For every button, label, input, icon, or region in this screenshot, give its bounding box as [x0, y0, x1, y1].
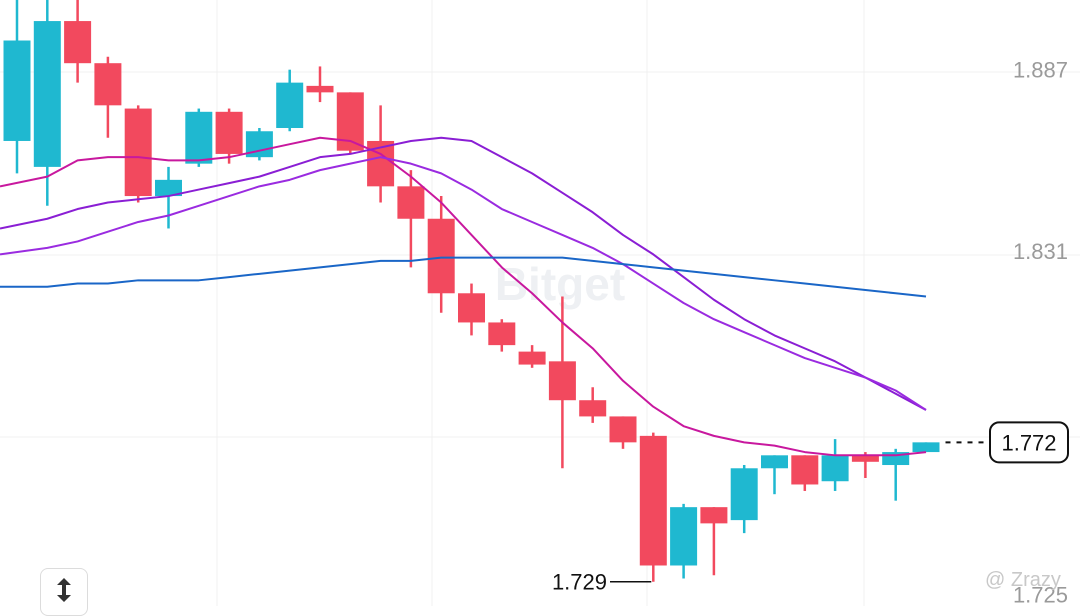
markers-layer: 1.772 1.729 — [552, 421, 1069, 595]
candle-body — [64, 21, 92, 64]
candle-body — [155, 179, 182, 197]
candle-body — [427, 218, 455, 294]
candle — [821, 439, 849, 491]
candle-body — [397, 186, 425, 219]
current-price-tag — [989, 421, 1069, 464]
y-axis: 1.887 1.831 1.725 — [1013, 58, 1068, 606]
candle-body — [33, 21, 61, 167]
candle — [185, 108, 213, 167]
candle-body — [185, 111, 213, 164]
candle-body — [761, 455, 788, 469]
candle — [639, 432, 667, 582]
candle-body — [488, 322, 516, 346]
candle — [458, 283, 485, 336]
candle — [306, 66, 334, 103]
candle-body — [518, 351, 546, 365]
candle — [33, 0, 61, 206]
moving-average-line — [0, 136, 927, 457]
candle-body — [458, 293, 485, 323]
candle — [518, 345, 546, 368]
moving-averages-layer — [0, 136, 927, 457]
candle — [579, 387, 607, 423]
y-tick-label: 1.831 — [1013, 239, 1068, 264]
candle — [730, 465, 758, 534]
watermark-text: Bitget — [495, 258, 625, 310]
candle — [851, 452, 879, 478]
candle — [245, 128, 273, 161]
candle-body — [912, 442, 940, 453]
y-tick-label: 1.887 — [1013, 58, 1068, 83]
y-tick-label: 1.725 — [1013, 583, 1068, 606]
candle-body — [276, 82, 304, 129]
candle-body — [3, 40, 31, 141]
candle-body — [548, 361, 576, 401]
candle — [124, 105, 152, 203]
credit: @ Zrazy — [985, 569, 1061, 591]
candle-body — [670, 507, 698, 566]
moving-average-line — [0, 256, 927, 298]
current-price-label: 1.772 — [1001, 430, 1056, 455]
candle-body — [791, 455, 819, 485]
candle-body — [851, 455, 879, 462]
candle — [276, 69, 304, 132]
candle — [397, 170, 425, 268]
candle — [700, 507, 728, 576]
candle-body — [94, 63, 122, 106]
candle — [215, 108, 243, 164]
expand-button[interactable] — [40, 568, 88, 616]
candle — [791, 455, 819, 491]
candle — [427, 196, 455, 313]
candle-body — [215, 111, 243, 154]
watermark: Bitget — [495, 258, 625, 310]
low-marker-label: 1.729 — [552, 570, 607, 595]
moving-average-line — [0, 136, 927, 411]
candle — [94, 56, 122, 138]
candle — [64, 0, 92, 83]
candle-body — [821, 455, 849, 482]
candle-body — [124, 108, 152, 197]
credit-text: @ Zrazy — [985, 569, 1061, 591]
candle — [155, 166, 182, 229]
candle — [882, 448, 910, 501]
candle — [912, 442, 940, 453]
candle-body — [609, 416, 637, 443]
candle — [609, 416, 637, 449]
moving-average-line — [0, 156, 927, 411]
candle-body — [730, 468, 758, 521]
expand-vertical-icon — [57, 578, 71, 602]
candle — [548, 296, 576, 469]
candle — [670, 503, 698, 579]
candles-layer — [3, 0, 940, 582]
candle-body — [579, 400, 607, 417]
candle-body — [306, 85, 334, 93]
candle-body — [639, 435, 667, 566]
candle — [761, 455, 788, 495]
candle — [488, 319, 516, 352]
candle-body — [700, 507, 728, 524]
candle — [3, 0, 31, 174]
